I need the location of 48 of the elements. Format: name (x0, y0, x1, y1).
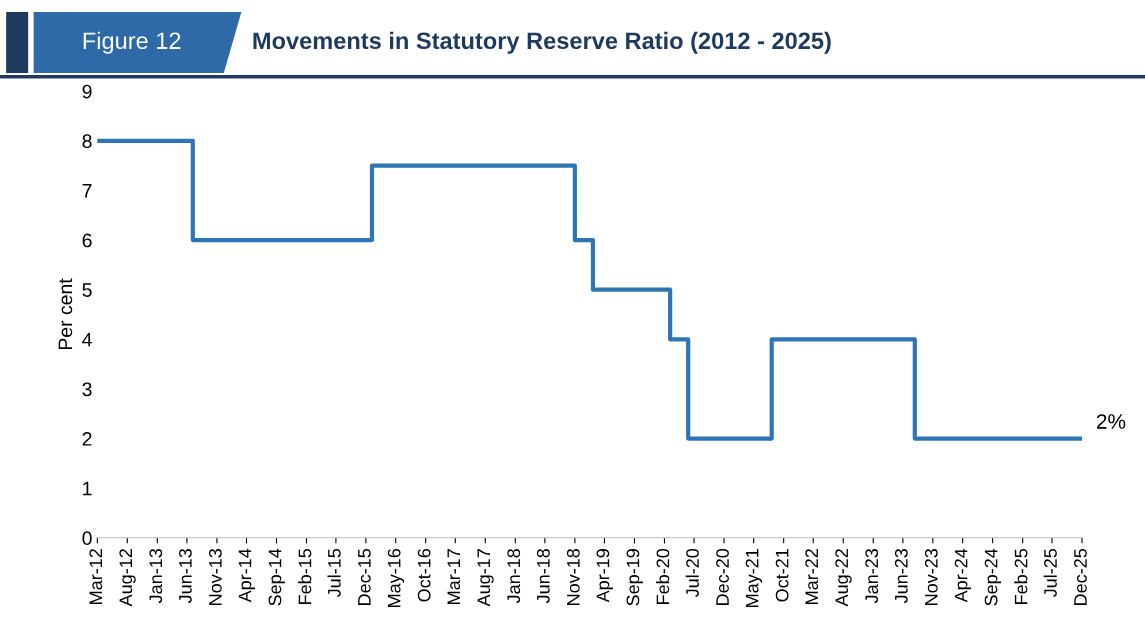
y-tick-label: 8 (82, 134, 92, 149)
x-tick-label: Feb-20 (656, 548, 670, 604)
x-tick-label: Jan-13 (149, 549, 163, 604)
x-tick-label: Feb-25 (1014, 548, 1028, 604)
y-tick-label: 2 (82, 432, 92, 446)
x-tick-label: Oct-16 (417, 549, 431, 602)
x-tick-label: Mar-22 (805, 549, 819, 604)
x-tick-label: Dec-25 (1074, 548, 1087, 605)
y-axis-title: Per cent (58, 278, 73, 350)
y-tick-label: 9 (82, 84, 92, 99)
y-tick-label: 7 (82, 184, 92, 198)
x-tick-label: Jul-25 (1043, 548, 1057, 598)
x-tick-label: Sep-24 (984, 548, 1002, 606)
y-tick-label: 6 (82, 233, 92, 248)
x-tick-label: Nov-18 (566, 548, 580, 605)
x-tick-label: Dec-15 (358, 548, 371, 605)
x-tick-label: Sep-14 (268, 548, 285, 606)
x-tick-label: Apr-24 (954, 548, 972, 603)
x-tick-label: Dec-20 (716, 548, 729, 605)
x-tick-label: Nov-23 (924, 549, 938, 605)
x-tick-label: Jan-18 (507, 548, 521, 604)
x-tick-label: Jul-20 (685, 548, 699, 598)
y-tick-label: 5 (82, 283, 92, 297)
x-tick-label: Oct-21 (775, 549, 789, 602)
x-tick-label: Mar-12 (89, 549, 103, 604)
x-tick-label: May-16 (387, 549, 405, 607)
x-tick-label: Sep-19 (626, 549, 643, 606)
x-tick-label: Jul-15 (327, 548, 341, 598)
x-tick-label: Aug-22 (835, 549, 852, 607)
x-tick-label: Aug-17 (477, 549, 494, 607)
x-tick-label: May-21 (745, 549, 763, 607)
x-tick-label: Jun-23 (894, 549, 908, 604)
y-tick-label: 3 (82, 382, 92, 397)
y-tick-label: 0 (82, 531, 92, 546)
x-tick-label: Aug-12 (119, 549, 136, 607)
y-tick-label: 1 (83, 481, 92, 496)
chart-title: Movements in Statutory Reserve Ratio (2012 - 2025) (253, 31, 831, 54)
x-tick-label: Apr-14 (238, 548, 255, 603)
annotation: 2% (1096, 414, 1126, 429)
x-tick-label: Feb-15 (298, 548, 312, 604)
caption: Figure 12 (83, 31, 181, 54)
x-tick-label: Apr-19 (596, 549, 613, 603)
x-tick-label: Mar-17 (447, 549, 461, 604)
x-tick-label: Jun-13 (178, 549, 192, 604)
x-tick-label: Jan-23 (865, 549, 879, 604)
x-tick-label: Jun-18 (536, 548, 550, 604)
x-tick-label: Nov-13 (208, 549, 222, 605)
y-tick-label: 4 (82, 332, 92, 347)
